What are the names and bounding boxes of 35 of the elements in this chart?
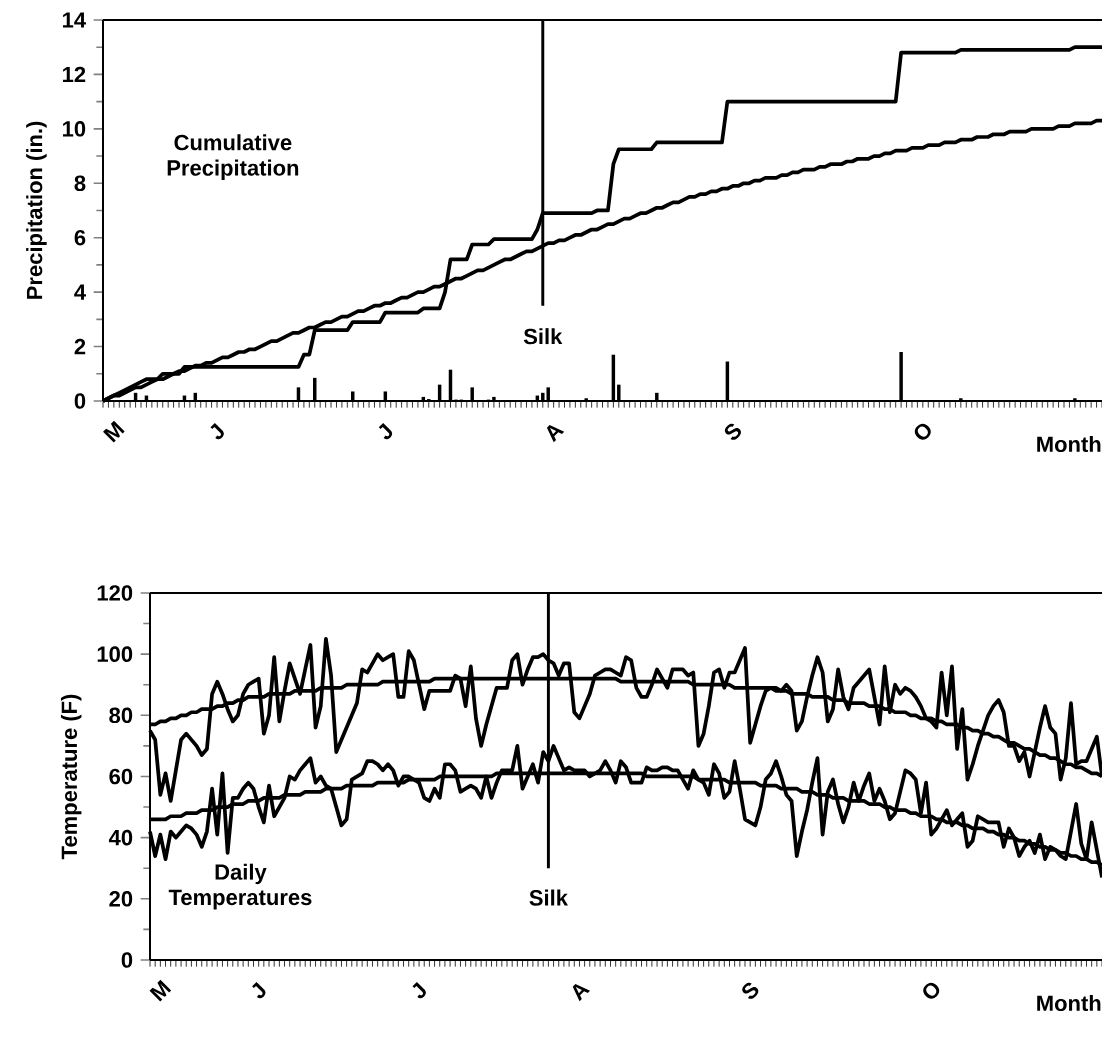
- annotation: Silk: [523, 328, 563, 345]
- x-tick-label: J: [378, 422, 393, 440]
- x-tick-label: M: [149, 979, 172, 1002]
- y-tick-label: 120: [97, 585, 133, 601]
- y-tick-label: 100: [97, 646, 133, 662]
- x-tick-label: A: [546, 424, 565, 443]
- y-tick-label: 0: [74, 393, 86, 409]
- y-tick-label: 60: [109, 768, 133, 785]
- y-tick-label: 0: [121, 952, 133, 968]
- x-axis-title: Month: [1037, 994, 1101, 1012]
- x-tick-label: J: [412, 981, 426, 999]
- annotation: Daily Temperatures: [168, 863, 312, 910]
- y-tick-label: 14: [62, 12, 86, 28]
- annotation: Silk: [529, 889, 568, 906]
- y-tick-label: 6: [74, 229, 86, 246]
- x-tick-label: M: [103, 420, 125, 443]
- y-tick-label: 8: [74, 175, 86, 192]
- y-tick-label: 40: [108, 829, 133, 846]
- x-tick-label: J: [252, 981, 266, 999]
- x-tick-label: J: [210, 422, 224, 440]
- annotation: Cumulative Precipitation: [167, 134, 299, 181]
- y-tick-label: 10: [62, 121, 86, 137]
- y-tick-label: 80: [109, 707, 133, 724]
- x-tick-label: O: [914, 423, 931, 440]
- y-tick-label: 20: [109, 891, 133, 907]
- x-tick-label: S: [724, 423, 741, 440]
- y-tick-label: 12: [62, 66, 86, 83]
- x-tick-label: S: [742, 982, 759, 999]
- x-tick-label: A: [572, 983, 591, 1002]
- y-tick-label: 4: [74, 284, 86, 300]
- y-tick-label: 2: [74, 338, 86, 355]
- x-axis-title: Month: [1037, 435, 1101, 453]
- y-axis-title: Precipitation (in.): [26, 121, 47, 299]
- y-axis-title: Temperature (F): [60, 694, 82, 860]
- x-tick-label: O: [923, 982, 940, 999]
